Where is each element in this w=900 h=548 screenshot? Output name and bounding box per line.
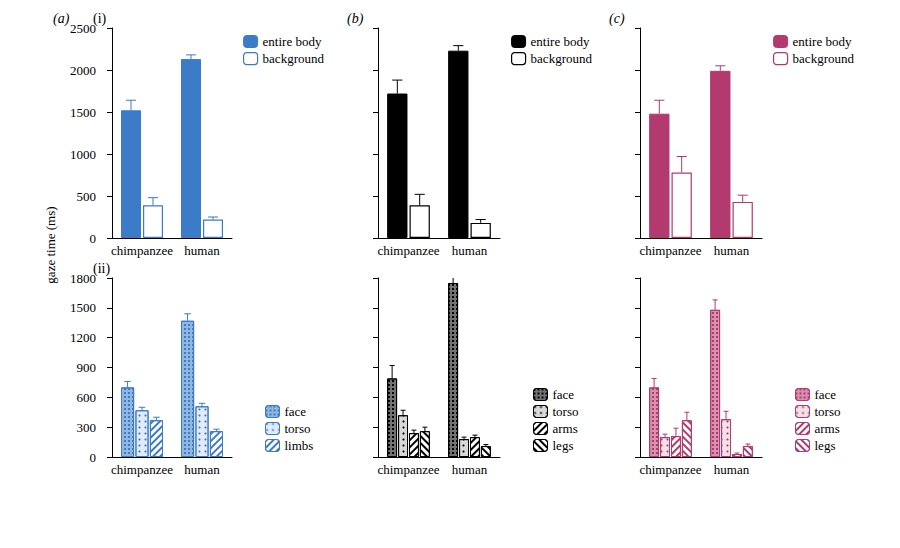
svg-text:entire body: entire body (263, 34, 322, 49)
svg-text:gaze time (ms): gaze time (ms) (43, 206, 58, 283)
svg-text:900: 900 (77, 360, 97, 375)
svg-text:(c): (c) (609, 11, 625, 27)
svg-text:(i): (i) (93, 11, 107, 27)
svg-text:1200: 1200 (70, 330, 96, 345)
svg-text:human: human (452, 462, 488, 477)
svg-text:human: human (714, 243, 750, 258)
svg-text:face: face (553, 387, 575, 402)
svg-text:2000: 2000 (70, 63, 96, 78)
svg-text:(ii): (ii) (93, 261, 110, 277)
svg-text:500: 500 (77, 189, 97, 204)
svg-text:chimpanzee: chimpanzee (639, 243, 701, 258)
svg-text:torso: torso (285, 421, 311, 436)
svg-text:human: human (714, 462, 750, 477)
svg-text:chimpanzee: chimpanzee (639, 462, 701, 477)
svg-text:limbs: limbs (285, 438, 314, 453)
svg-text:1800: 1800 (70, 270, 96, 286)
svg-text:background: background (531, 51, 593, 66)
svg-text:chimpanzee: chimpanzee (111, 462, 173, 477)
svg-text:entire body: entire body (793, 34, 852, 49)
svg-text:background: background (263, 51, 325, 66)
svg-text:chimpanzee: chimpanzee (377, 243, 439, 258)
svg-text:0: 0 (90, 231, 97, 246)
svg-text:1000: 1000 (70, 147, 96, 162)
svg-text:torso: torso (553, 404, 579, 419)
svg-text:face: face (815, 387, 837, 402)
svg-text:chimpanzee: chimpanzee (111, 243, 173, 258)
svg-text:background: background (793, 51, 855, 66)
svg-text:arms: arms (553, 421, 578, 436)
svg-text:face: face (285, 404, 307, 419)
svg-text:human: human (452, 243, 488, 258)
svg-text:legs: legs (553, 438, 574, 453)
svg-text:torso: torso (815, 404, 841, 419)
svg-text:chimpanzee: chimpanzee (377, 462, 439, 477)
svg-text:entire body: entire body (531, 34, 590, 49)
svg-text:arms: arms (815, 421, 840, 436)
svg-text:human: human (184, 462, 220, 477)
svg-text:legs: legs (815, 438, 836, 453)
svg-text:300: 300 (77, 420, 97, 435)
svg-text:1500: 1500 (70, 105, 96, 120)
svg-text:0: 0 (90, 450, 97, 465)
svg-text:2500: 2500 (70, 20, 96, 36)
svg-text:(b): (b) (347, 11, 364, 27)
svg-text:(a): (a) (53, 11, 70, 27)
svg-text:1500: 1500 (70, 300, 96, 315)
svg-text:human: human (184, 243, 220, 258)
svg-text:600: 600 (77, 390, 97, 405)
